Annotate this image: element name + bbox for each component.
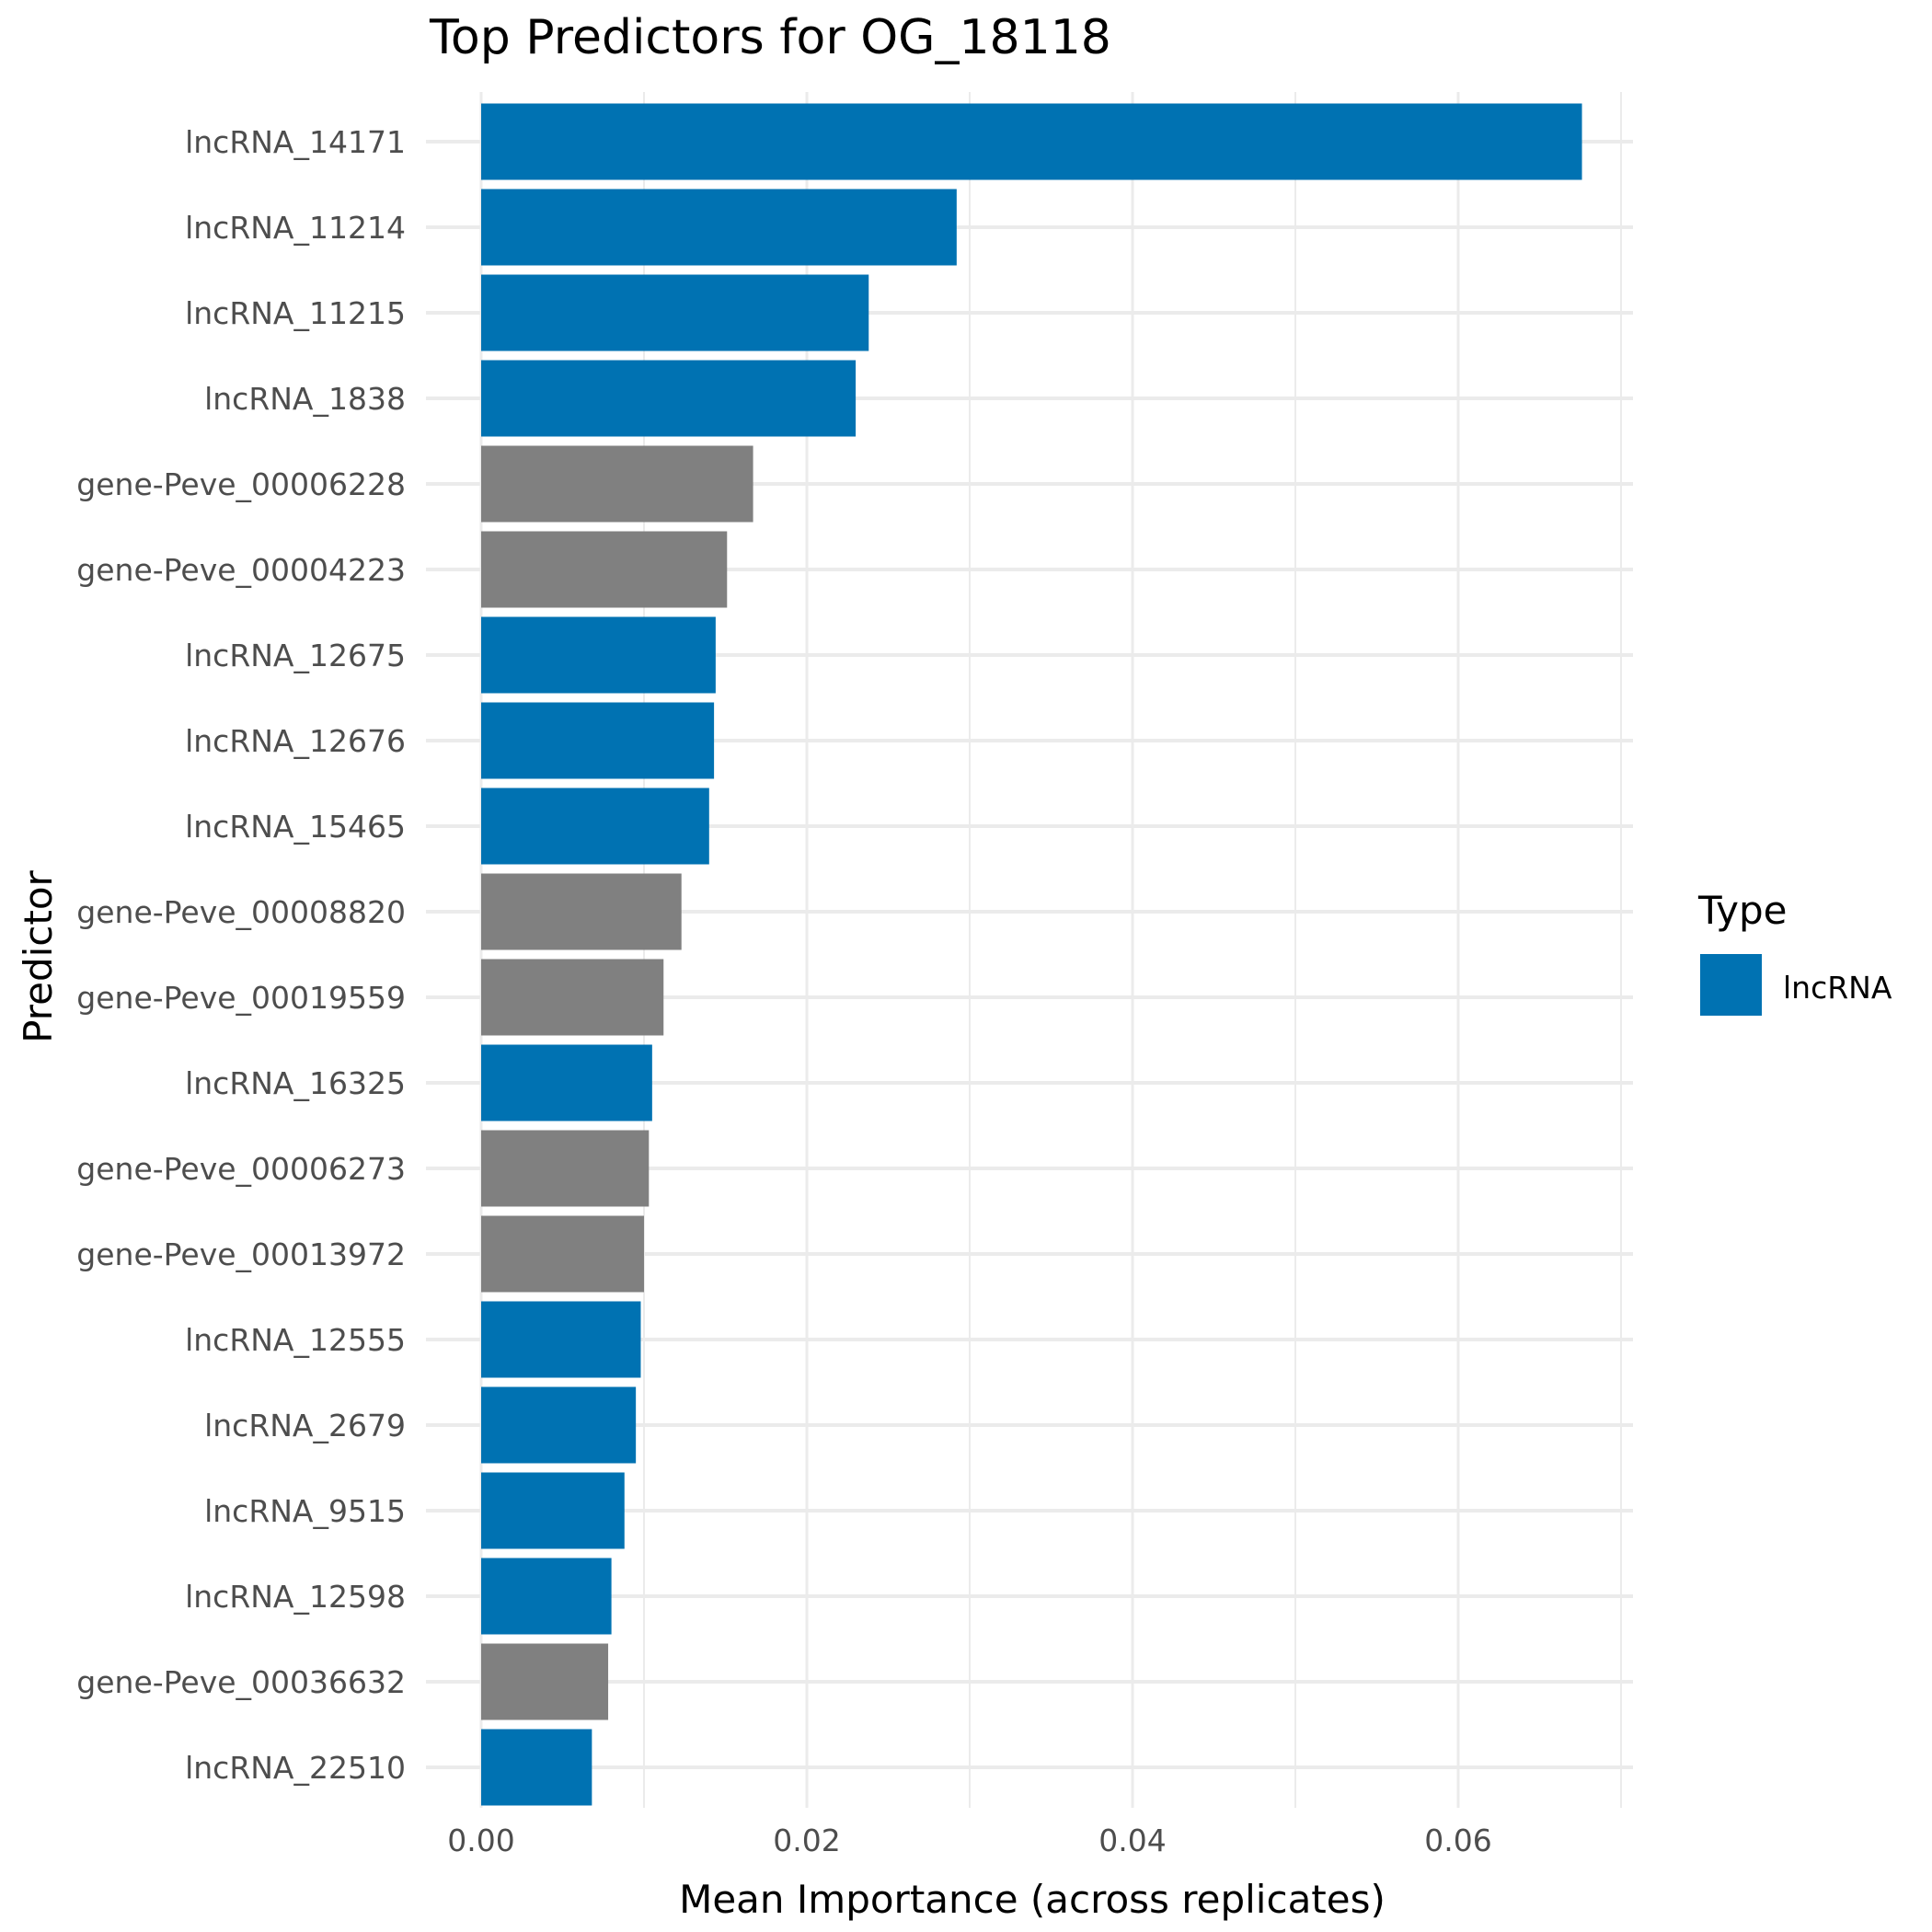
y-tick-label: lncRNA_9515 bbox=[204, 1493, 406, 1529]
bar bbox=[481, 1643, 609, 1720]
x-tick-label: 0.02 bbox=[773, 1823, 840, 1858]
bar bbox=[481, 531, 728, 608]
y-tick-label: lncRNA_11215 bbox=[185, 295, 406, 331]
y-tick-label: lncRNA_12598 bbox=[185, 1579, 406, 1615]
bar bbox=[481, 1558, 612, 1635]
y-tick-label: lncRNA_15465 bbox=[185, 809, 406, 845]
bar bbox=[481, 1472, 625, 1549]
y-tick-label: gene-Peve_00036632 bbox=[76, 1664, 406, 1700]
bar bbox=[481, 788, 709, 865]
y-tick-label: lncRNA_12676 bbox=[185, 723, 406, 759]
y-tick-label: lncRNA_2679 bbox=[204, 1408, 406, 1443]
y-tick-label: lncRNA_1838 bbox=[204, 381, 406, 417]
bar bbox=[481, 103, 1582, 180]
bar bbox=[481, 445, 753, 523]
bar bbox=[481, 1044, 652, 1121]
y-tick-label: lncRNA_22510 bbox=[185, 1750, 406, 1786]
y-tick-label: lncRNA_12675 bbox=[185, 638, 406, 673]
legend-title: Type bbox=[1697, 888, 1787, 933]
y-tick-label: gene-Peve_00019559 bbox=[76, 980, 406, 1016]
x-axis-label: Mean Importance (across replicates) bbox=[679, 1877, 1386, 1922]
bar bbox=[481, 1215, 644, 1293]
bars bbox=[481, 103, 1582, 1806]
bar bbox=[481, 873, 682, 950]
x-tick-label: 0.06 bbox=[1424, 1823, 1491, 1858]
legend-swatch-lncrna bbox=[1700, 954, 1762, 1016]
x-tick-label: 0.00 bbox=[447, 1823, 514, 1858]
bar bbox=[481, 959, 664, 1036]
bar bbox=[481, 1386, 637, 1464]
chart-title: Top Predictors for OG_18118 bbox=[429, 10, 1111, 65]
y-tick-label: lncRNA_16325 bbox=[185, 1065, 406, 1101]
bar bbox=[481, 1301, 641, 1378]
y-tick-label: lncRNA_14171 bbox=[185, 124, 406, 160]
legend: Type lncRNA bbox=[1697, 888, 1892, 1016]
legend-label-lncrna: lncRNA bbox=[1783, 970, 1892, 1006]
bar bbox=[481, 1729, 592, 1806]
bar bbox=[481, 616, 716, 694]
y-tick-label: gene-Peve_00006273 bbox=[76, 1151, 406, 1187]
y-tick-label: lncRNA_12555 bbox=[185, 1322, 406, 1358]
y-tick-labels: lncRNA_14171 lncRNA_11214 lncRNA_11215 lncR… bbox=[76, 124, 406, 1786]
bar bbox=[481, 702, 715, 779]
y-axis-label: Predictor bbox=[16, 869, 61, 1042]
bar bbox=[481, 189, 957, 266]
x-tick-label: 0.04 bbox=[1098, 1823, 1166, 1858]
y-tick-label: lncRNA_11214 bbox=[185, 210, 406, 246]
bar bbox=[481, 360, 857, 437]
bar bbox=[481, 1130, 650, 1207]
y-tick-label: gene-Peve_00004223 bbox=[76, 552, 406, 588]
bar bbox=[481, 274, 869, 351]
y-tick-label: gene-Peve_00013972 bbox=[76, 1236, 406, 1272]
y-tick-label: gene-Peve_00006228 bbox=[76, 466, 406, 502]
y-tick-label: gene-Peve_00008820 bbox=[76, 894, 406, 930]
x-tick-labels: 0.00 0.02 0.04 0.06 bbox=[447, 1823, 1491, 1858]
